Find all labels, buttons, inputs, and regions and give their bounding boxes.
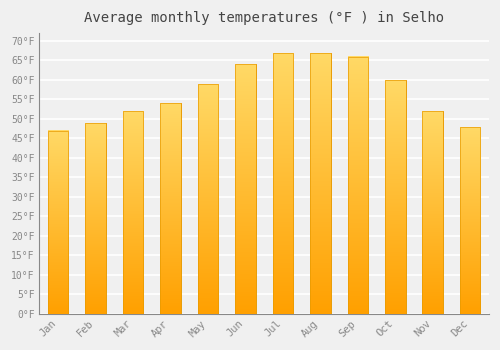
- Bar: [310, 53, 330, 314]
- Bar: [235, 64, 256, 314]
- Title: Average monthly temperatures (°F ) in Selho: Average monthly temperatures (°F ) in Se…: [84, 11, 444, 25]
- Bar: [460, 127, 480, 314]
- Bar: [86, 123, 106, 314]
- Bar: [460, 127, 480, 314]
- Bar: [310, 53, 330, 314]
- Bar: [272, 53, 293, 314]
- Bar: [422, 111, 443, 314]
- Bar: [86, 123, 106, 314]
- Bar: [160, 103, 181, 314]
- Bar: [198, 84, 218, 314]
- Bar: [348, 57, 368, 314]
- Bar: [422, 111, 443, 314]
- Bar: [272, 53, 293, 314]
- Bar: [48, 131, 68, 314]
- Bar: [123, 111, 144, 314]
- Bar: [385, 80, 406, 314]
- Bar: [198, 84, 218, 314]
- Bar: [48, 131, 68, 314]
- Bar: [160, 103, 181, 314]
- Bar: [348, 57, 368, 314]
- Bar: [123, 111, 144, 314]
- Bar: [235, 64, 256, 314]
- Bar: [385, 80, 406, 314]
